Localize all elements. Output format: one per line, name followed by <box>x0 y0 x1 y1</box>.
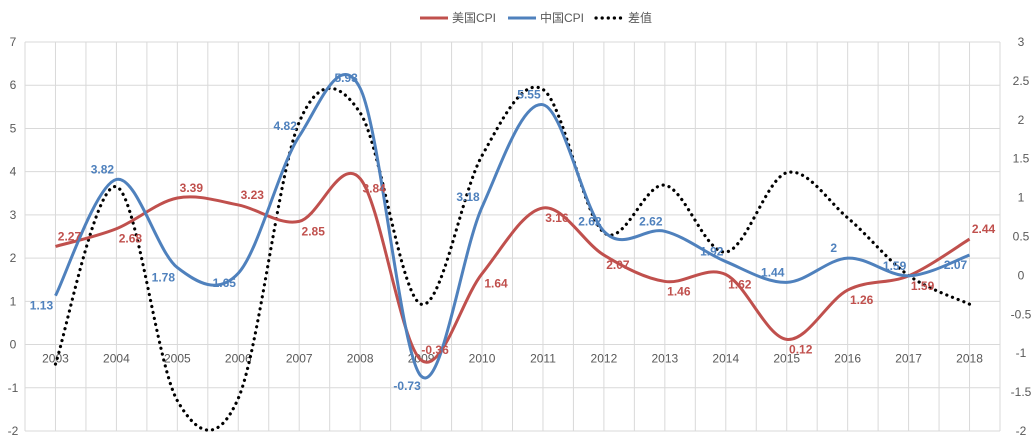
right-tick-label: 1.5 <box>1013 152 1030 166</box>
x-tick-label: 2016 <box>834 352 861 366</box>
x-tick-label: 2007 <box>286 352 313 366</box>
data-label: 1.78 <box>152 271 176 285</box>
right-tick-label: 0.5 <box>1013 230 1030 244</box>
data-label: 2.44 <box>972 222 996 236</box>
data-label: 3.39 <box>180 181 204 195</box>
right-tick-label: -2 <box>1016 424 1027 438</box>
right-tick-label: 3 <box>1018 35 1025 49</box>
left-tick-label: 6 <box>10 78 17 92</box>
legend-label: 美国CPI <box>452 11 496 25</box>
right-tick-label: 0 <box>1018 268 1025 282</box>
data-label: 3.23 <box>241 188 265 202</box>
data-label: 1.59 <box>883 259 907 273</box>
series-line-0 <box>55 172 971 364</box>
left-tick-label: 2 <box>10 251 17 265</box>
data-label: 2.07 <box>944 258 968 272</box>
data-label: 1.44 <box>761 265 785 279</box>
data-label: 4.82 <box>274 119 298 133</box>
x-tick-label: 2012 <box>591 352 618 366</box>
legend-label: 中国CPI <box>540 10 584 25</box>
data-label: 3.82 <box>91 162 115 176</box>
data-label: 2.27 <box>58 229 82 243</box>
x-tick-label: 2011 <box>530 352 556 366</box>
left-tick-label: -1 <box>8 381 19 395</box>
x-tick-label: 2004 <box>103 352 130 366</box>
data-label: 1.92 <box>700 245 724 259</box>
data-label: 2.62 <box>578 214 602 228</box>
x-tick-label: 2005 <box>164 352 191 366</box>
right-tick-label: -1 <box>1016 346 1027 360</box>
data-label: 0.12 <box>789 342 813 356</box>
right-tick-label: -1.5 <box>1011 385 1032 399</box>
data-label: 5.93 <box>334 71 358 85</box>
right-tick-label: -0.5 <box>1011 307 1032 321</box>
data-label: 2.85 <box>302 224 326 238</box>
data-label: 3.16 <box>545 211 569 225</box>
series-line-2 <box>53 85 972 432</box>
right-tick-label: 2.5 <box>1013 74 1030 88</box>
series-line-1 <box>54 73 971 380</box>
data-label: 2.62 <box>639 214 663 228</box>
data-labels: 2.27 2.68 3.39 3.23 2.85 3.84 -0.36 1.64 3.16 2.0… <box>30 71 996 393</box>
left-tick-label: 5 <box>10 121 17 135</box>
data-label: 1.59 <box>911 279 935 293</box>
left-tick-label: 3 <box>10 208 17 222</box>
data-label: 1.46 <box>667 284 691 298</box>
x-tick-label: 2013 <box>651 352 678 366</box>
data-label: 2 <box>830 241 837 255</box>
left-tick-label: 1 <box>10 294 17 308</box>
data-label: 1.13 <box>30 299 54 313</box>
data-label: 5.55 <box>517 88 541 102</box>
x-tick-label: 2006 <box>225 352 252 366</box>
x-tick-label: 2017 <box>895 352 922 366</box>
legend-label: 差值 <box>628 10 652 25</box>
data-label: -0.36 <box>421 343 449 357</box>
data-label: -0.73 <box>393 379 421 393</box>
series-lines <box>53 73 972 432</box>
x-tick-label: 2018 <box>956 352 983 366</box>
data-label: 1.64 <box>484 277 508 291</box>
left-tick-label: 0 <box>10 338 17 352</box>
left-tick-label: 7 <box>10 35 17 49</box>
x-tick-label: 2010 <box>469 352 496 366</box>
right-tick-label: 1 <box>1018 191 1025 205</box>
left-tick-label: -2 <box>8 424 19 438</box>
data-label: 2.07 <box>606 258 630 272</box>
right-tick-label: 2 <box>1018 113 1025 127</box>
x-tick-label: 2008 <box>347 352 374 366</box>
gridlines <box>24 41 1001 432</box>
data-label: 3.84 <box>362 182 386 196</box>
data-label: 3.18 <box>456 190 480 204</box>
x-tick-label: 2003 <box>42 352 69 366</box>
legend: 美国CPI 中国CPI 差值 <box>420 10 652 25</box>
x-tick-label: 2014 <box>712 352 739 366</box>
data-label: 1.65 <box>213 276 237 290</box>
data-label: 1.26 <box>850 293 874 307</box>
data-label: 2.68 <box>119 232 143 246</box>
x-tick-label: 2015 <box>773 352 800 366</box>
data-label: 1.62 <box>728 278 752 292</box>
left-tick-label: 4 <box>10 165 17 179</box>
